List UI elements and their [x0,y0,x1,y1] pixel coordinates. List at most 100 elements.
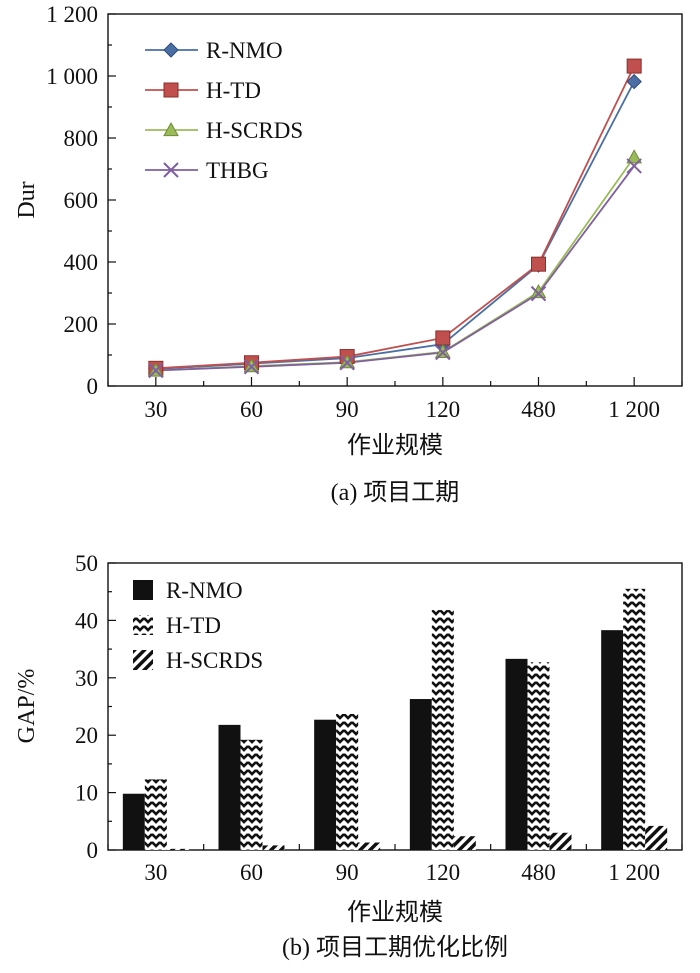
point-thbg-stroke [626,158,642,174]
bar-h-td [527,662,550,850]
legend: R-NMO H-TD H-SCRDS [133,578,263,673]
x-tick-label: 1 200 [608,860,660,885]
x-tick-label: 30 [144,860,167,885]
point-r-nmo [626,73,642,90]
chart-caption: (b) 项目工期优化比例 [282,934,508,961]
legend: R-NMO H-TD H-SCRDS THBG [145,38,303,183]
legend-item-r-nmo: R-NMO [133,578,243,603]
point-h-td [435,330,451,346]
bar-h-td [336,713,359,850]
bar-r-nmo [505,658,528,850]
x-tick-label: 60 [240,397,263,422]
line-h-td [155,65,635,370]
x-tick-label: 90 [336,860,359,885]
line-thbg [155,165,635,372]
legend-label: H-SCRDS [206,118,303,143]
legend-marker [163,121,179,137]
legend-item-h-td: H-TD [133,613,221,638]
legend-label: R-NMO [206,38,283,63]
point-h-td [531,256,546,272]
bar-r-nmo [122,793,145,850]
x-axis-title: 作业规模 [347,899,443,926]
y-tick-label: 1 000 [46,64,98,89]
x-tick-label: 60 [240,860,263,885]
y-axis-title: Dur [14,181,40,218]
line-h-scrds [155,156,635,372]
bar-h-scrds [453,836,476,850]
x-axis: 30 60 90 120 480 1 200 [107,377,683,422]
bar-r-nmo [314,719,337,850]
legend-marker [163,82,179,98]
point-thbg-stroke [530,285,547,302]
legend-swatch [133,580,153,600]
point-thbg [626,158,642,174]
x-tick-label: 480 [521,397,556,422]
y-tick-label: 0 [87,838,99,863]
bar-h-scrds [358,842,381,850]
y-tick-label: 1 200 [46,2,98,27]
point-thbg [243,359,260,375]
bar-h-scrds [645,825,668,850]
legend-label: H-TD [166,613,221,638]
bar-h-td [144,779,167,850]
y-tick-label: 20 [75,723,98,748]
point-thbg-stroke [435,344,451,361]
y-tick-label: 30 [75,666,98,691]
legend-label: THBG [206,158,269,183]
point-h-scrds [626,149,643,164]
y-axis: 0 10 20 30 40 50 [75,551,116,863]
legend-item-r-nmo: R-NMO [145,38,283,63]
legend-swatch [133,615,153,635]
series-lines [155,65,635,372]
bar-h-td [431,610,454,850]
legend-label: R-NMO [166,578,243,603]
y-axis-title: GAP/% [14,669,40,744]
plot-frame [107,13,683,387]
y-tick-label: 800 [64,126,99,151]
point-thbg-stroke [243,359,260,375]
legend-item-h-td: H-TD [145,78,261,103]
legend-label: H-TD [206,78,261,103]
legend-marker-stroke [163,162,179,178]
legend-item-thbg: THBG [145,158,269,183]
point-thbg [435,344,451,361]
y-tick-label: 400 [64,250,99,275]
bar-r-nmo [218,724,241,850]
duration-line-chart: 0 200 400 600 800 1 000 1 200 30 60 90 120 480 1 20… [14,2,683,506]
y-tick-label: 40 [75,608,98,633]
y-axis: 0 200 400 600 800 1 000 1 200 [46,2,116,399]
bar-h-scrds [166,848,189,850]
bars [122,588,668,850]
legend-marker [163,42,179,58]
point-thbg [148,362,164,379]
x-axis: 30 60 90 120 480 1 200 [107,844,683,885]
plot-frame [107,562,683,851]
y-tick-label: 600 [64,188,99,213]
y-tick-label: 10 [75,781,98,806]
bar-h-scrds [262,845,285,850]
x-axis-title: 作业规模 [347,432,443,459]
y-tick-label: 200 [64,312,99,337]
bar-h-td [623,588,646,850]
legend-item-h-scrds: H-SCRDS [133,648,263,673]
bar-r-nmo [409,699,432,850]
point-thbg-stroke [148,362,164,379]
x-tick-label: 1 200 [608,397,660,422]
x-tick-label: 120 [426,397,461,422]
x-tick-label: 480 [521,860,556,885]
point-thbg [339,355,355,371]
bar-h-td [240,739,263,850]
point-h-td [626,58,642,74]
chart-caption: (a) 项目工期 [331,480,460,506]
point-thbg-stroke [339,355,355,371]
x-tick-label: 120 [426,860,461,885]
point-thbg [530,285,547,302]
y-tick-label: 50 [75,551,98,576]
bar-r-nmo [601,630,624,850]
x-tick-label: 30 [144,397,167,422]
series-markers [147,58,643,379]
legend-marker [163,162,179,178]
x-tick-label: 90 [336,397,359,422]
legend-item-h-scrds: H-SCRDS [145,118,303,143]
